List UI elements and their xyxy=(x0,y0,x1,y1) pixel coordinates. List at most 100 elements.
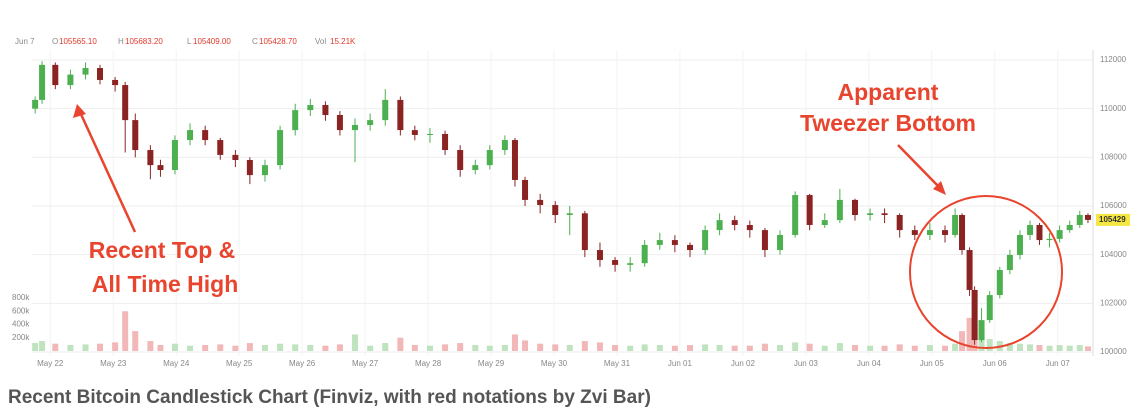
candle-body xyxy=(157,165,164,170)
volume-bar xyxy=(596,342,603,351)
volume-bar xyxy=(966,317,973,351)
candle-body xyxy=(217,140,224,155)
volume-bar xyxy=(792,342,799,351)
candle-body xyxy=(537,199,544,206)
x-tick-label: May 23 xyxy=(100,359,127,368)
candle-body xyxy=(952,215,959,235)
header-date: Jun 7 xyxy=(15,37,35,46)
candle-body xyxy=(382,99,389,121)
candle-body xyxy=(671,240,678,245)
volume-bar xyxy=(821,345,828,351)
volume-bar xyxy=(1056,345,1063,351)
x-tick-label: Jun 06 xyxy=(983,359,1008,368)
candle-body xyxy=(336,114,343,131)
candle-body xyxy=(627,263,634,265)
candle-body xyxy=(171,140,178,170)
volume-bar xyxy=(426,345,433,351)
annotation-text: Recent Top & xyxy=(89,237,236,263)
candle-body xyxy=(472,165,479,170)
candle-body xyxy=(39,64,46,100)
x-tick-label: May 29 xyxy=(478,359,505,368)
volume-bar xyxy=(926,345,933,351)
volume-bar xyxy=(656,345,663,351)
candle-body xyxy=(777,234,784,251)
last-price-label: 105429 xyxy=(1099,215,1126,224)
volume-bar xyxy=(367,345,374,351)
volume-bar xyxy=(911,345,918,351)
volume-bar xyxy=(171,343,178,351)
candle-body xyxy=(511,140,518,180)
candle-body xyxy=(397,99,404,131)
volume-bar xyxy=(147,341,154,351)
x-tick-label: May 28 xyxy=(415,359,442,368)
candle-body xyxy=(851,199,858,216)
volume-bar xyxy=(202,345,209,351)
header-label: C xyxy=(252,37,258,46)
candle-body xyxy=(566,213,573,216)
volume-bar xyxy=(336,344,343,351)
y-tick-label: 112000 xyxy=(1100,55,1127,64)
volume-tick-label: 600k xyxy=(12,306,30,315)
candle-body xyxy=(32,99,39,109)
volume-bar xyxy=(246,343,253,351)
candle-body xyxy=(867,213,874,216)
volume-bar xyxy=(97,343,104,351)
volume-bar xyxy=(566,345,573,351)
candle-body xyxy=(1056,230,1063,239)
volume-bar xyxy=(896,344,903,351)
x-tick-label: May 30 xyxy=(541,359,568,368)
candle-body xyxy=(959,215,966,251)
candle-body xyxy=(761,230,768,251)
volume-bar xyxy=(277,343,284,351)
x-tick-label: Jun 01 xyxy=(668,359,693,368)
annotation-text: Apparent xyxy=(838,79,939,105)
volume-bar xyxy=(612,345,619,351)
x-tick-label: May 25 xyxy=(226,359,253,368)
volume-bar xyxy=(687,345,694,351)
volume-bar xyxy=(952,343,959,351)
volume-tick-label: 800k xyxy=(12,293,30,302)
volume-bar xyxy=(1036,345,1043,351)
volume-bar xyxy=(52,343,59,351)
candle-body xyxy=(97,68,104,80)
candle-body xyxy=(702,230,709,251)
volume-bar xyxy=(641,344,648,351)
candle-body xyxy=(881,213,888,216)
highlight-circle xyxy=(909,195,1063,349)
volume-bar xyxy=(122,311,129,351)
candle-body xyxy=(687,244,694,251)
annotation-text: All Time High xyxy=(92,271,239,297)
candle-body xyxy=(322,105,329,115)
volume-bar xyxy=(716,345,723,351)
candle-body xyxy=(187,130,194,141)
candle-body xyxy=(1046,238,1053,241)
volume-bar xyxy=(761,343,768,351)
volume-bar xyxy=(627,345,634,351)
volume-bar xyxy=(552,344,559,351)
header-value: 105428.70 xyxy=(259,37,297,46)
volume-bar xyxy=(472,345,479,351)
volume-bar xyxy=(836,343,843,351)
volume-bar xyxy=(942,345,949,351)
volume-bar xyxy=(352,334,359,351)
volume-bar xyxy=(746,345,753,351)
arrow xyxy=(78,111,137,233)
candle-body xyxy=(426,133,433,135)
arrow-head xyxy=(933,181,946,195)
candle-body xyxy=(457,150,464,170)
volume-bar xyxy=(986,339,993,351)
y-tick-label: 110000 xyxy=(1100,104,1127,113)
volume-bar xyxy=(112,342,119,351)
volume-bar xyxy=(322,345,329,351)
volume-tick-label: 200k xyxy=(12,333,30,342)
volume-bar xyxy=(731,345,738,351)
x-tick-label: May 24 xyxy=(163,359,190,368)
volume-bar xyxy=(1076,345,1083,351)
volume-bar xyxy=(851,345,858,351)
x-tick-label: Jun 07 xyxy=(1046,359,1071,368)
volume-bar xyxy=(702,344,709,351)
candle-body xyxy=(246,160,253,176)
volume-bar xyxy=(411,345,418,351)
